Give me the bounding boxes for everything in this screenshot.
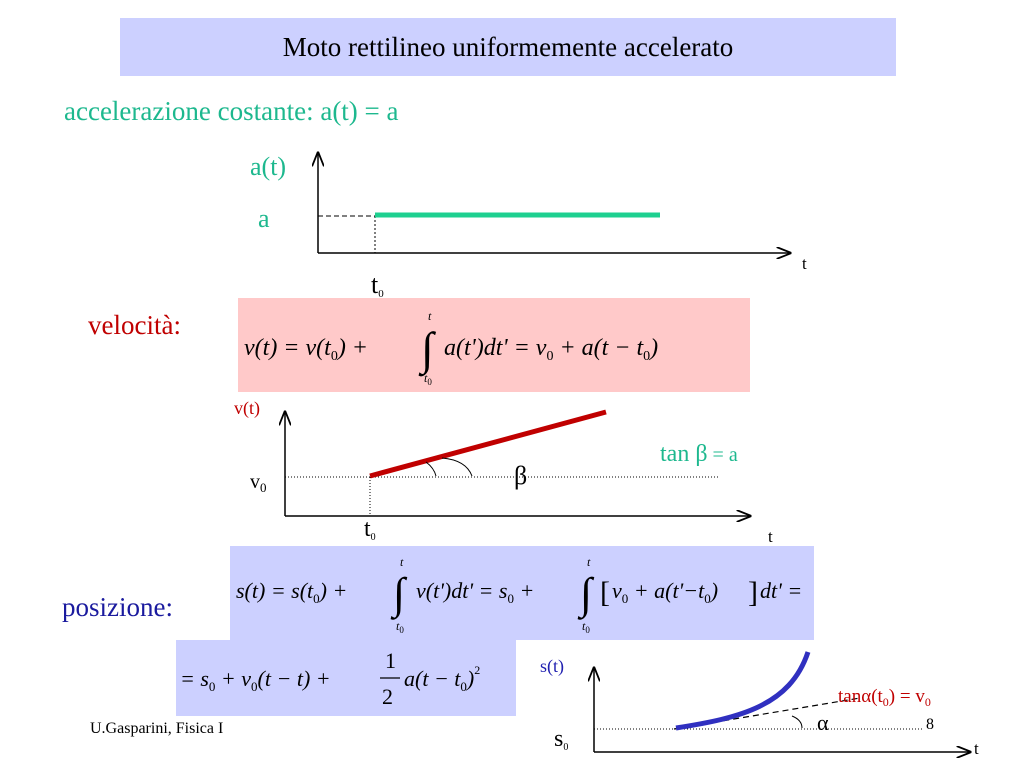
pos1-int1-upper: t	[400, 555, 404, 569]
vel-formula-rhs: a(t')dt' = v0 + a(t − t0)	[444, 335, 658, 364]
s-tan-relation: tanα(t0) = v0	[838, 686, 931, 709]
v-t0-label: t0	[364, 516, 376, 543]
v-angle-label: β	[514, 461, 527, 490]
slide-title-box: Moto rettilineo uniformemente accelerato	[120, 18, 896, 76]
pos1-int2-upper: t	[587, 555, 591, 569]
v-angle-arc-inner	[425, 461, 437, 477]
pos1-mid: v(t')dt' = s0 +	[416, 578, 534, 606]
pos1-integral-sign-1: ∫	[390, 569, 408, 620]
position-graph: s(t) s0 t α tanα(t0) = v0	[540, 651, 979, 758]
pos2-pre: = s0 + v0(t − t) +	[180, 666, 331, 694]
position-formula-box-2: = s0 + v0(t − t) + 1 2 a(t − t0)2	[176, 640, 516, 716]
acceleration-heading: accelerazione costante: a(t) = a	[64, 96, 399, 126]
position-formula-box-1: s(t) = s(t0) + ∫ t t0 v(t')dt' = s0 + ∫ …	[230, 546, 814, 640]
a-level-label: a	[258, 204, 270, 233]
pos1-int2-lower: t0	[582, 619, 590, 635]
vel-formula-lhs: v(t) = v(t0) +	[244, 335, 368, 364]
acceleration-graph: a(t) a t t0	[250, 145, 807, 300]
v-tan-relation: tan β = a	[660, 441, 738, 467]
v-y-label: v(t)	[234, 398, 260, 419]
position-formula-1: s(t) = s(t0) + ∫ t t0 v(t')dt' = s0 + ∫ …	[236, 555, 802, 635]
v-x-label: t	[768, 527, 773, 546]
velocity-graph: v(t) v0 t t0 β tan β = a	[234, 398, 773, 546]
pos1-lhs: s(t) = s(t0) +	[236, 578, 347, 606]
position-formula-2: = s0 + v0(t − t) + 1 2 a(t − t0)2	[180, 648, 480, 709]
a-t0-label: t0	[371, 270, 384, 300]
v-velocity-line	[369, 409, 607, 479]
pos2-post: a(t − t0)2	[404, 663, 480, 694]
position-label: posizione:	[62, 592, 173, 622]
a-y-label: a(t)	[250, 152, 286, 181]
vel-int-upper: t	[428, 309, 432, 323]
vel-integral-sign: ∫	[418, 323, 436, 377]
vel-int-lower: t0	[424, 371, 432, 387]
pos1-int1-lower: t0	[396, 619, 404, 635]
pos2-frac-num: 1	[385, 648, 396, 673]
footer-author: U.Gasparini, Fisica I	[90, 720, 224, 737]
s-position-curve	[675, 651, 811, 731]
v-v0-label: v0	[250, 471, 267, 495]
s-y-label: s(t)	[540, 656, 564, 677]
pos1-integral-sign-2: ∫	[577, 569, 595, 620]
slide-title: Moto rettilineo uniformemente accelerato	[282, 31, 734, 62]
a-x-label: t	[802, 254, 807, 273]
s-angle-arc	[791, 715, 803, 729]
velocity-formula: v(t) = v(t0) + ∫ t t0 a(t')dt' = v0 + a(…	[244, 309, 658, 387]
s-s0-label: s0	[554, 726, 568, 753]
s-angle-label: α	[817, 710, 829, 735]
pos1-tail: dt' =	[760, 578, 802, 603]
velocity-formula-box: v(t) = v(t0) + ∫ t t0 a(t')dt' = v0 + a(…	[238, 298, 750, 392]
v-angle-arc-outer	[441, 457, 473, 477]
pos2-frac-den: 2	[382, 684, 393, 709]
pos1-inner: v0 + a(t'−t0)	[612, 578, 718, 606]
pos1-bracket-open: [	[600, 576, 610, 609]
pos1-bracket-close: ]	[748, 576, 758, 609]
s-x-label: t	[974, 739, 979, 758]
footer-page-number: 8	[926, 716, 934, 733]
velocity-label: velocità:	[88, 310, 181, 340]
